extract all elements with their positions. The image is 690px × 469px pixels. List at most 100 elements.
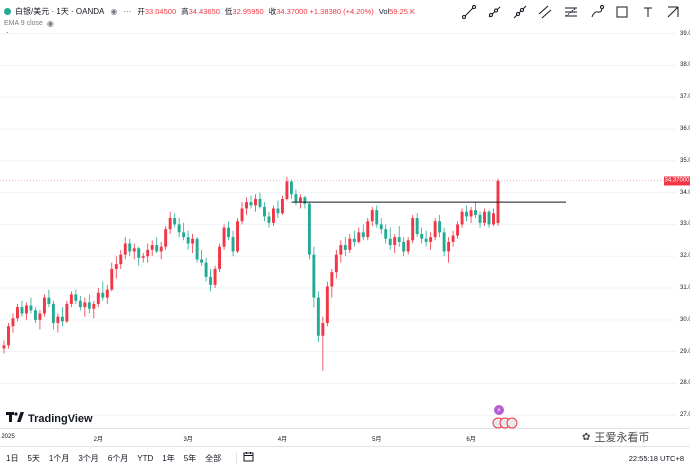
candle[interactable] <box>155 237 159 254</box>
candle[interactable] <box>375 205 379 228</box>
candle[interactable] <box>47 289 51 308</box>
candle[interactable] <box>7 323 10 349</box>
candle[interactable] <box>132 243 136 260</box>
candle[interactable] <box>150 240 154 257</box>
candle[interactable] <box>424 230 428 247</box>
candle[interactable] <box>227 221 231 241</box>
candle[interactable] <box>451 230 455 247</box>
candle[interactable] <box>307 202 311 260</box>
candle[interactable] <box>343 237 347 257</box>
range-6m-button[interactable]: 6个月 <box>107 453 129 463</box>
candle[interactable] <box>388 227 392 250</box>
candle[interactable] <box>415 213 419 238</box>
candle[interactable] <box>137 246 141 266</box>
measure-icon[interactable] <box>664 3 682 21</box>
candle[interactable] <box>87 294 91 314</box>
candle[interactable] <box>65 300 69 324</box>
candle[interactable] <box>393 233 397 254</box>
indicator-legend[interactable]: EMA 9 close ◉ <box>4 19 54 28</box>
chevron-up-icon[interactable]: ⌃ <box>4 31 11 40</box>
candle[interactable] <box>240 202 244 225</box>
candle[interactable] <box>366 218 370 241</box>
candle[interactable] <box>267 211 271 228</box>
candle[interactable] <box>186 230 190 250</box>
candle[interactable] <box>280 195 284 215</box>
range-1d-button[interactable]: 1日 <box>6 453 19 463</box>
candle[interactable] <box>96 288 100 308</box>
events-markers[interactable]: ⚡ <box>492 405 526 436</box>
range-1y-button[interactable]: 1年 <box>162 453 175 463</box>
parallel-channel-icon[interactable] <box>536 3 554 21</box>
candle[interactable] <box>456 221 460 239</box>
candle[interactable] <box>173 213 177 228</box>
candle[interactable] <box>478 211 482 228</box>
clock-readout[interactable]: 22:55:18 UTC+8 <box>628 454 684 463</box>
candle[interactable] <box>245 197 248 215</box>
symbol-title[interactable]: 白银/美元 · 1天 · OANDA <box>15 6 105 16</box>
candle[interactable] <box>92 300 96 319</box>
candle[interactable] <box>352 230 356 247</box>
eye-icon[interactable]: ◉ <box>110 6 118 16</box>
candle[interactable] <box>191 233 195 254</box>
candle[interactable] <box>483 208 486 226</box>
candle[interactable] <box>60 307 64 327</box>
candle[interactable] <box>249 195 253 209</box>
candle[interactable] <box>271 205 275 226</box>
candle[interactable] <box>298 194 302 209</box>
text-icon[interactable] <box>639 3 657 21</box>
candle[interactable] <box>442 227 446 257</box>
candle[interactable] <box>29 297 33 314</box>
candle[interactable] <box>105 284 109 304</box>
candle[interactable] <box>447 237 451 263</box>
candle[interactable] <box>469 206 473 223</box>
candle[interactable] <box>56 313 60 333</box>
range-ytd-button[interactable]: YTD <box>137 453 154 463</box>
candle[interactable] <box>38 310 42 330</box>
candle[interactable] <box>276 200 280 219</box>
more-icon[interactable]: ⋯ <box>123 6 132 16</box>
candle[interactable] <box>123 237 127 260</box>
candle[interactable] <box>20 300 24 317</box>
range-5d-button[interactable]: 5天 <box>27 453 40 463</box>
candle[interactable] <box>263 202 266 222</box>
ray-icon[interactable] <box>485 3 503 21</box>
candle[interactable] <box>11 313 15 333</box>
candle[interactable] <box>195 237 199 263</box>
fib-retracement-icon[interactable] <box>562 3 580 21</box>
candle[interactable] <box>384 224 388 244</box>
candle[interactable] <box>141 253 145 263</box>
candle[interactable] <box>492 208 495 226</box>
candle[interactable] <box>69 291 73 308</box>
range-all-button[interactable]: 全部 <box>205 453 222 463</box>
candle[interactable] <box>312 246 316 308</box>
candle[interactable] <box>128 238 132 257</box>
candle[interactable] <box>213 265 217 289</box>
candle[interactable] <box>204 257 208 282</box>
candle[interactable] <box>236 218 239 254</box>
indicator-eye-icon[interactable]: ◉ <box>46 19 54 28</box>
extended-line-icon[interactable] <box>511 3 529 21</box>
candle[interactable] <box>114 256 118 279</box>
candle[interactable] <box>465 205 469 222</box>
candle[interactable] <box>370 206 374 226</box>
candlestick-chart[interactable] <box>0 24 676 428</box>
candle[interactable] <box>294 189 298 206</box>
candle[interactable] <box>78 295 82 311</box>
candle[interactable] <box>433 218 437 241</box>
brush-icon[interactable] <box>588 3 606 21</box>
candle[interactable] <box>231 230 235 257</box>
candle[interactable] <box>402 237 406 257</box>
candle[interactable] <box>258 192 262 209</box>
candle[interactable] <box>285 176 289 201</box>
candle[interactable] <box>2 340 6 354</box>
candle[interactable] <box>182 222 186 241</box>
candle[interactable] <box>361 224 365 241</box>
candle[interactable] <box>254 194 257 212</box>
range-1m-button[interactable]: 1个月 <box>48 453 70 463</box>
candle[interactable] <box>316 291 320 343</box>
candle[interactable] <box>420 227 424 244</box>
candle[interactable] <box>321 316 325 371</box>
candle[interactable] <box>330 268 334 298</box>
candle[interactable] <box>159 241 163 260</box>
candle[interactable] <box>429 232 433 250</box>
